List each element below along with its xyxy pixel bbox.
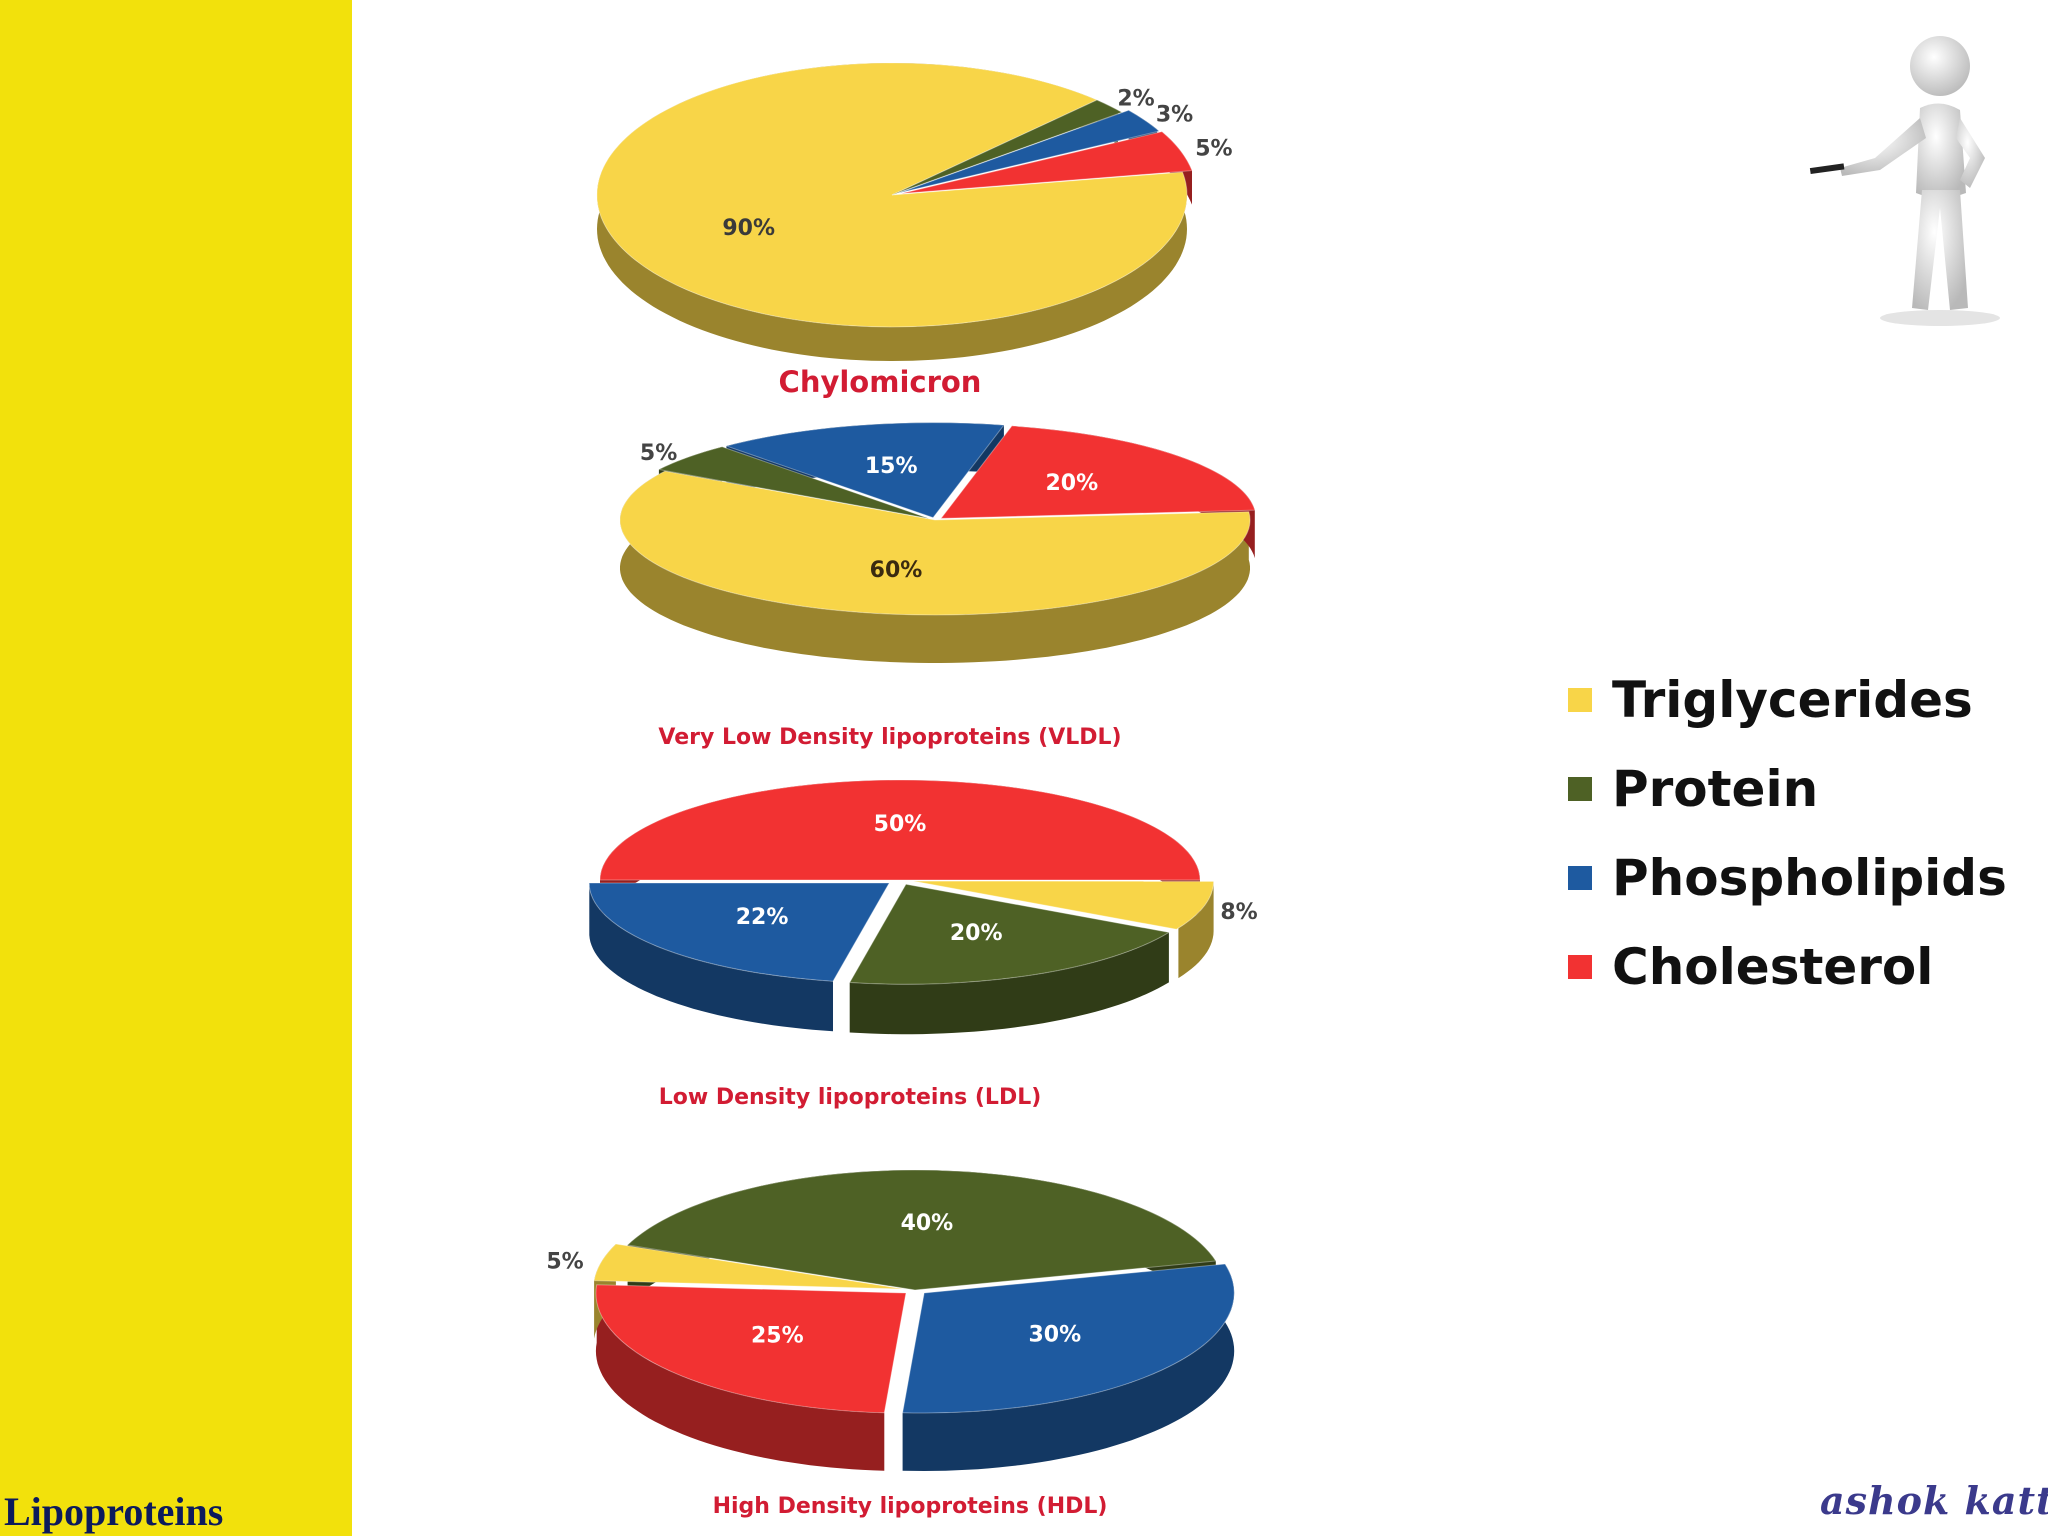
legend-swatch (1568, 687, 1592, 712)
author-signature: ashok katta (1820, 1478, 2048, 1523)
pie-slice-label: 3% (1156, 103, 1193, 128)
pie-slice (913, 880, 1215, 930)
pie-slice (902, 1263, 1235, 1414)
pie-slice-side (1178, 881, 1214, 979)
pie-slice-label: 90% (722, 216, 775, 241)
pie-slice (593, 1243, 904, 1290)
pie-chart: 50% 8% 20% 22% Low Density lipoproteins (LDL… (588, 779, 1258, 1110)
sidebar-band (0, 0, 352, 1536)
legend-item: Protein (1568, 744, 2007, 833)
chart-title: High Density lipoproteins (HDL) (713, 1494, 1108, 1519)
legend-swatch (1568, 865, 1592, 890)
pie-slice (599, 779, 1201, 881)
pie-slice-side (902, 1264, 1235, 1471)
legend-item: Triglycerides (1568, 655, 2007, 744)
chart-title: Very Low Density lipoproteins (VLDL) (658, 725, 1121, 750)
legend-item: Phospholipids (1568, 833, 2007, 922)
pie-slice (891, 99, 1124, 196)
chart-title: Low Density lipoproteins (LDL) (659, 1085, 1042, 1110)
pie-slice-label: 25% (751, 1323, 804, 1348)
legend-swatch (1568, 776, 1592, 801)
legend-label: Protein (1612, 759, 1819, 818)
pie-slice-side (849, 932, 1169, 1035)
slide-title: Lipoproteins (4, 1489, 224, 1534)
pie-slice-label: 40% (901, 1211, 954, 1236)
pie-slice-label: 8% (1220, 900, 1257, 925)
pie-slice-label: 20% (950, 921, 1003, 946)
chart-legend: Triglycerides Protein Phospholipids Cholest… (1568, 655, 2007, 1011)
pie-slice-side (589, 885, 833, 1032)
chart-title: Chylomicron (779, 365, 982, 399)
pie-slice (848, 883, 1171, 985)
pie-slice (657, 446, 930, 519)
legend-label: Triglycerides (1612, 670, 1973, 729)
legend-swatch (1568, 954, 1592, 979)
pie-slice-label: 5% (1195, 136, 1232, 161)
pie-slice (626, 1169, 1217, 1291)
pie-slice (940, 425, 1256, 519)
pie-slice-label: 30% (1028, 1322, 1081, 1347)
pie-chart: 60% 5% 15% 20% Very Low Density lipoproteins… (619, 422, 1256, 750)
pie-slice-side (595, 1284, 885, 1471)
pie-slice-label: 15% (865, 454, 918, 479)
pie-slice (619, 470, 1251, 616)
pie-slice (595, 1284, 907, 1414)
pie-slice-label: 5% (546, 1250, 583, 1275)
pie-slice (596, 62, 1188, 328)
pie-slice (901, 131, 1193, 195)
pie-slice-label: 20% (1045, 471, 1098, 496)
presenter-figure-icon (1809, 36, 2000, 326)
legend-label: Cholesterol (1612, 937, 1934, 996)
pie-slice-label: 50% (874, 812, 927, 837)
pie-slice-label: 22% (736, 905, 789, 930)
pie-slice (898, 109, 1161, 194)
pie-slice-label: 5% (640, 441, 677, 466)
pie-slice-label: 60% (870, 558, 923, 583)
legend-item: Cholesterol (1568, 922, 2007, 1011)
pie-slice (588, 882, 891, 982)
pie-slice-side (620, 471, 1250, 663)
pie-chart: 90% 2%3%5% Chylomicron (596, 62, 1233, 399)
pie-chart: 40% 30% 25% 5% High Density lipoproteins (HD… (546, 1169, 1235, 1519)
pie-slice (724, 422, 1005, 519)
legend-label: Phospholipids (1612, 848, 2007, 907)
pie-slice-label: 2% (1117, 86, 1154, 111)
